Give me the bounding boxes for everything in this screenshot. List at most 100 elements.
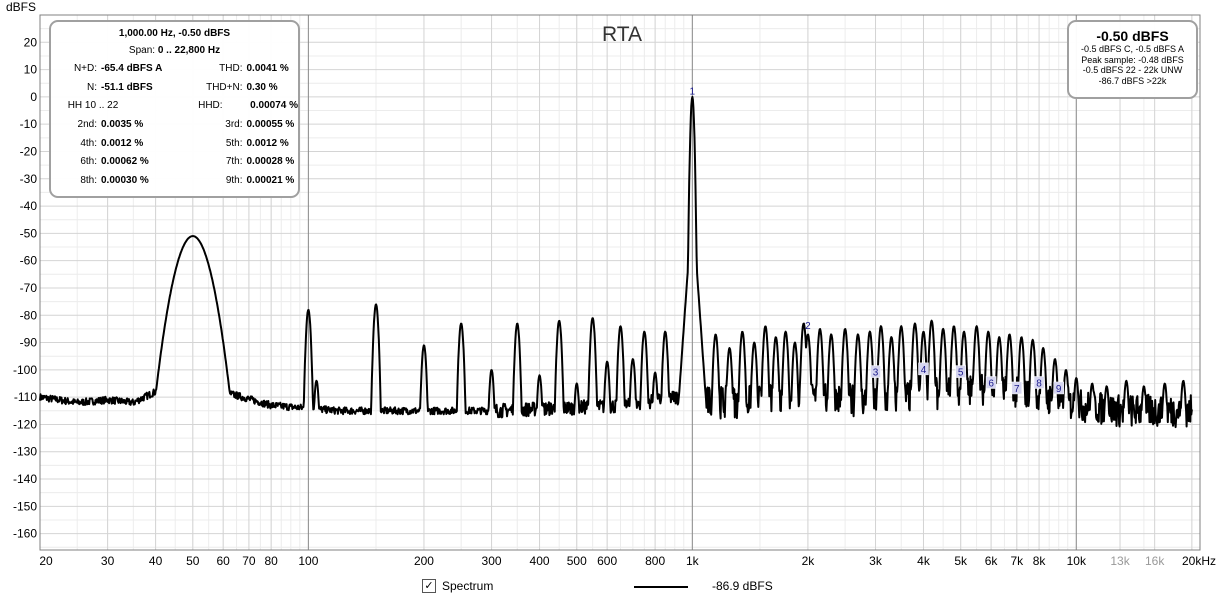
y-tick-label: 20 [24, 35, 38, 49]
stats-rows: N+D: -65.4 dBFS A THD: 0.0041 % N: -51.1 dBFS… [51, 59, 298, 190]
level-main: -0.50 dBFS [1096, 28, 1169, 44]
stats-label: HHD: [198, 100, 223, 112]
stats-row: N: -51.1 dBFS THD+N: 0.30 % [51, 78, 298, 97]
x-tick-label: 7k [1010, 554, 1024, 568]
x-tick-label: 20 [39, 554, 53, 568]
harmonic-marker-label: 4 [921, 365, 927, 376]
y-tick-label: -30 [20, 172, 38, 186]
legend-series-value: -86.9 dBFS [712, 579, 773, 593]
stats-cell: HHD: 0.00074 % [175, 100, 298, 112]
x-tick-label: 2k [802, 554, 816, 568]
y-axis-label: dBFS [6, 0, 36, 14]
stats-row: 2nd: 0.0035 % 3rd: 0.00055 % [51, 115, 298, 134]
y-tick-label: -100 [13, 363, 37, 377]
x-tick-label: 1k [686, 554, 700, 568]
stats-label: N: [87, 81, 97, 93]
x-tick-label: 6k [985, 554, 999, 568]
y-tick-label: -150 [13, 499, 37, 513]
x-tick-label: 8k [1033, 554, 1047, 568]
y-tick-label: -40 [20, 199, 38, 213]
level-panel[interactable]: -0.50 dBFS -0.5 dBFS C, -0.5 dBFS A Peak… [1067, 20, 1198, 99]
stats-value: 0.00062 % [101, 156, 149, 168]
x-tick-label: 16k [1145, 554, 1165, 568]
level-line-1: -0.5 dBFS C, -0.5 dBFS A [1080, 44, 1185, 54]
legend-bar: ✓ Spectrum -86.9 dBFS [0, 574, 1222, 601]
stats-cell: 6th: 0.00062 % [51, 156, 175, 167]
stats-value: 0.00074 % [250, 100, 298, 112]
stats-cell: N+D: -65.4 dBFS A [51, 63, 175, 74]
x-tick-label: 70 [242, 554, 256, 568]
y-tick-label: -10 [20, 117, 38, 131]
x-tick-label: 100 [298, 554, 318, 568]
stats-value: 0.0035 % [101, 118, 144, 130]
y-tick-label: 0 [30, 90, 37, 104]
x-tick-label: 500 [567, 554, 587, 568]
stats-label: HH 10 .. 22 [67, 100, 119, 112]
stats-label: THD: [219, 62, 243, 74]
level-line-4: -86.7 dBFS >22k [1098, 75, 1167, 86]
stats-cell: N: -51.1 dBFS [51, 82, 175, 93]
stats-label: N+D: [73, 62, 97, 74]
level-line-2: Peak sample: -0.48 dBFS [1081, 54, 1184, 65]
y-tick-label: -90 [20, 336, 38, 350]
level-line-3: -0.5 dBFS 22 - 22k UNW [1082, 65, 1183, 75]
x-tick-label: 40 [149, 554, 163, 568]
stats-label: THD+N: [206, 81, 243, 93]
x-tick-label: 20kHz [1182, 554, 1216, 568]
harmonic-marker-box [1011, 381, 1023, 395]
stats-cell: 4th: 0.0012 % [51, 138, 175, 149]
x-tick-label: 60 [217, 554, 231, 568]
stats-row: N+D: -65.4 dBFS A THD: 0.0041 % [51, 59, 298, 78]
stats-label: 6th: [80, 156, 97, 168]
legend-line-swatch [634, 586, 688, 588]
stats-cell: 2nd: 0.0035 % [51, 119, 175, 130]
stats-value: -65.4 dBFS A [101, 62, 163, 74]
x-tick-label: 5k [954, 554, 968, 568]
y-tick-label: -50 [20, 226, 38, 240]
stats-label: 8th: [80, 174, 97, 186]
span-value: 0 .. 22,800 Hz [157, 45, 221, 56]
stats-cell: 3rd: 0.00055 % [175, 119, 299, 130]
harmonic-marker-label: 8 [1036, 378, 1042, 389]
spectrum-label[interactable]: Spectrum [442, 579, 494, 593]
y-tick-label: 10 [24, 63, 38, 77]
x-tick-label: 200 [414, 554, 434, 568]
stats-value: -51.1 dBFS [101, 81, 153, 93]
harmonic-marker-label: 3 [873, 368, 879, 379]
span-label: Span: [128, 45, 156, 56]
harmonic-marker-box [918, 362, 929, 376]
harmonic-marker-box [870, 365, 881, 378]
x-tick-label: 400 [530, 554, 550, 568]
stats-value: 0.0012 % [101, 137, 144, 149]
x-tick-label: 13k [1110, 554, 1130, 568]
x-tick-label: 3k [869, 554, 883, 568]
stats-row: 4th: 0.0012 % 5th: 0.0012 % [51, 134, 298, 153]
y-tick-label: -80 [20, 308, 38, 322]
x-tick-label: 30 [101, 554, 115, 568]
y-tick-label: -70 [20, 281, 38, 295]
stats-cell: 9th: 0.00021 % [175, 175, 299, 186]
y-tick-label: -120 [13, 417, 37, 431]
spectrum-trace [39, 95, 1193, 429]
y-tick-label: -160 [13, 527, 37, 541]
stats-span: Span: 0 .. 22,800 Hz [51, 45, 298, 59]
y-tick-label: -60 [20, 254, 38, 268]
y-tick-label: -110 [14, 390, 37, 404]
x-tick-label: 50 [186, 554, 200, 568]
y-axis-ticks: 20 10 0 -10 -20 -30 -40 -50 -60 -70 -80 -90 -100 -110… [13, 35, 37, 540]
harmonic-marker-box [1033, 376, 1045, 389]
spectrum-checkbox[interactable]: ✓ [422, 579, 436, 593]
x-axis-ticks: 20 30 40 50 60 70 80 100 200 300 400 500 600 800 1k 2k 3… [39, 554, 1216, 568]
stats-cell: THD: 0.0041 % [175, 63, 299, 74]
harmonic-marker-box [985, 376, 997, 389]
x-tick-label: 800 [645, 554, 665, 568]
stats-fundamental: 1,000.00 Hz, -0.50 dBFS [118, 28, 231, 39]
stats-cell: HH 10 .. 22 [51, 100, 175, 111]
stats-panel[interactable]: 1,000.00 Hz, -0.50 dBFS Span: 0 .. 22,80… [49, 20, 300, 198]
harmonic-marker-label: 2 [805, 321, 811, 332]
stats-value: 0.0041 % [246, 62, 289, 74]
stats-value: 0.00030 % [101, 174, 149, 186]
x-tick-label: 300 [482, 554, 502, 568]
stats-label: 2nd: [77, 118, 97, 130]
stats-value: 0.00028 % [246, 156, 295, 168]
